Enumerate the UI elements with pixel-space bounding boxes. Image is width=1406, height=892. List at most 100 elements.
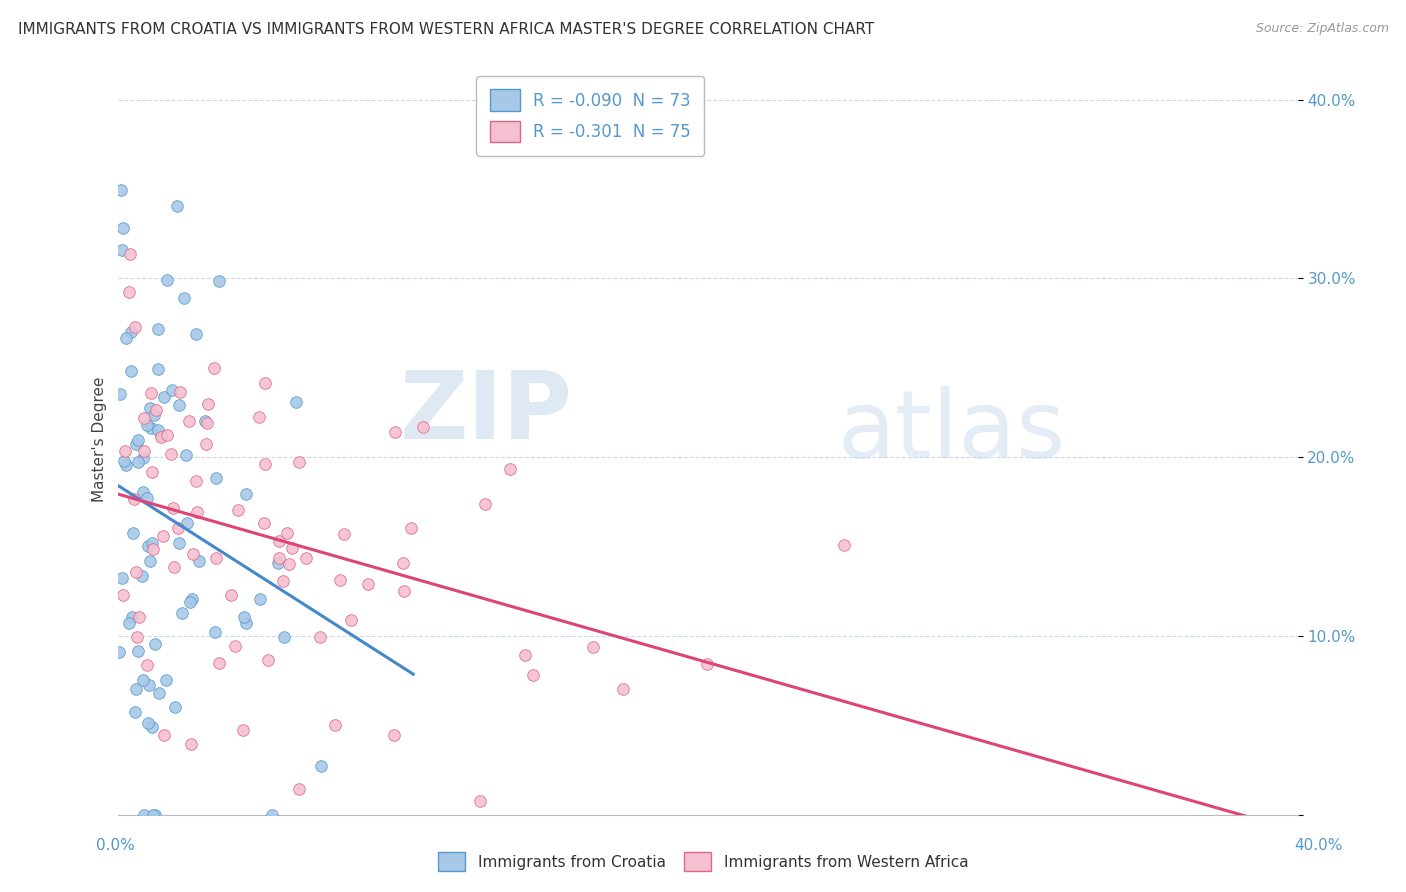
Point [468,794,491,808]
Point [197,397,219,411]
Point [132,673,155,687]
Point [233,610,256,624]
Point [412,420,434,434]
Point [254,376,277,390]
Point [194,414,217,428]
Point [125,631,148,645]
Point [131,485,153,500]
Point [277,558,299,572]
Legend: Immigrants from Croatia, Immigrants from Western Africa: Immigrants from Croatia, Immigrants from… [432,847,974,877]
Point [160,447,183,461]
Point [115,331,138,345]
Point [288,781,311,796]
Point [204,550,226,565]
Point [145,403,167,417]
Point [122,491,145,506]
Point [271,574,294,588]
Point [329,574,352,588]
Point [162,501,184,516]
Point [110,183,132,197]
Point [392,584,415,599]
Point [276,526,298,541]
Point [499,462,522,476]
Point [132,444,155,458]
Point [121,610,143,624]
Point [112,454,135,468]
Point [254,457,277,471]
Point [146,361,169,376]
Point [127,643,149,657]
Point [112,588,135,602]
Point [127,434,149,448]
Point [152,529,174,543]
Point [149,428,172,442]
Point [382,728,405,742]
Point [166,199,188,213]
Point [134,411,156,425]
Point [118,615,141,630]
Point [249,592,271,607]
Point [128,610,150,624]
Point [522,667,544,681]
Point [176,516,198,530]
Point [309,759,332,773]
Point [120,247,142,261]
Point [333,527,356,541]
Point [142,542,165,557]
Point [141,535,163,549]
Point [111,244,134,258]
Point [155,673,177,687]
Legend: R = -0.090  N = 73, R = -0.301  N = 75: R = -0.090 N = 73, R = -0.301 N = 75 [477,76,704,155]
Point [135,657,157,672]
Point [224,639,246,653]
Point [121,526,143,541]
Point [146,423,169,437]
Text: IMMIGRANTS FROM CROATIA VS IMMIGRANTS FROM WESTERN AFRICA MASTER'S DEGREE CORREL: IMMIGRANTS FROM CROATIA VS IMMIGRANTS FR… [18,22,875,37]
Point [167,398,190,412]
Point [262,807,284,822]
Point [111,571,134,585]
Point [136,715,159,730]
Point [226,503,249,517]
Point [357,576,380,591]
Point [253,516,276,530]
Point [170,606,193,620]
Point [139,553,162,567]
Point [173,291,195,305]
Point [207,274,229,288]
Point [269,533,291,548]
Point [834,538,856,552]
Point [125,436,148,450]
Point [156,273,179,287]
Point [150,430,173,444]
Text: atlas: atlas [838,386,1066,478]
Point [127,455,149,469]
Point [399,520,422,534]
Point [247,409,270,424]
Point [125,565,148,579]
Point [273,630,295,644]
Point [269,551,291,566]
Point [139,401,162,415]
Point [139,421,162,435]
Point [205,471,228,485]
Point [115,458,138,472]
Y-axis label: Master's Degree: Master's Degree [93,376,107,502]
Point [581,640,603,654]
Point [165,700,187,714]
Point [160,384,183,398]
Point [120,325,142,339]
Point [202,361,225,376]
Point [288,455,311,469]
Point [186,506,208,520]
Point [132,451,155,466]
Point [696,657,718,672]
Point [294,551,316,566]
Point [309,631,332,645]
Point [143,409,166,423]
Point [266,557,288,571]
Point [392,557,415,571]
Point [257,653,280,667]
Point [280,541,302,555]
Point [169,384,191,399]
